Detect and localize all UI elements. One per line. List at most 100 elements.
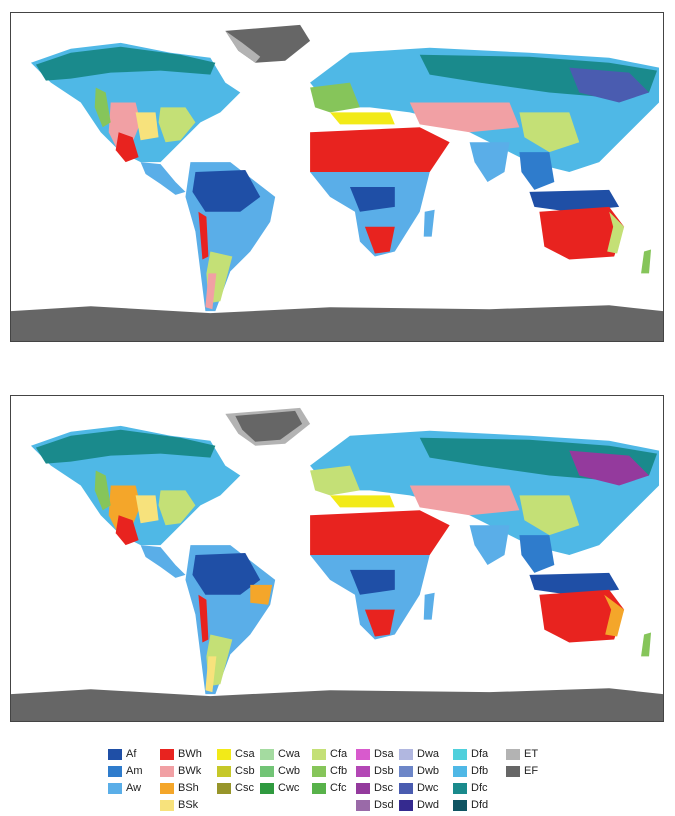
east-siberia xyxy=(569,67,650,103)
antarctica xyxy=(11,305,663,341)
koppen-map-top xyxy=(10,12,664,342)
legend-swatch xyxy=(506,749,520,760)
legend-swatch xyxy=(260,783,274,794)
legend-swatch xyxy=(312,766,326,777)
na-southwest xyxy=(115,132,139,163)
africa-land xyxy=(310,555,430,640)
legend-label: Af xyxy=(126,748,137,760)
legend-label: Csc xyxy=(235,782,254,794)
legend-swatch xyxy=(356,766,370,777)
legend-label: Dfd xyxy=(471,799,489,811)
legend-label: Dwa xyxy=(417,748,440,760)
central-asia-dry xyxy=(409,102,520,133)
legend-label: Cfc xyxy=(330,782,347,794)
na-east xyxy=(158,107,196,143)
sa-amazon xyxy=(192,170,261,212)
legend-swatch xyxy=(160,766,174,777)
legend-swatch xyxy=(453,783,467,794)
na-pacific xyxy=(94,470,111,511)
legend-label: Cwb xyxy=(278,765,301,777)
legend-label: Dfb xyxy=(471,765,489,777)
sa-east-dry xyxy=(250,584,273,605)
legend-label: Dsc xyxy=(374,782,393,794)
koppen-map-bottom xyxy=(10,395,664,722)
legend-label: Csb xyxy=(235,765,255,777)
legend-swatch xyxy=(399,766,413,777)
sa-patagonia xyxy=(205,656,217,693)
madagascar xyxy=(423,209,435,237)
greenland-ice xyxy=(235,410,303,442)
legend-swatch xyxy=(399,749,413,760)
sa-andes-dry xyxy=(198,211,209,260)
legend-swatch xyxy=(217,749,231,760)
legend-label: Dwd xyxy=(417,799,440,811)
sa-andes-dry xyxy=(198,594,209,643)
legend-label: BSh xyxy=(178,782,199,794)
east-asia xyxy=(519,112,580,153)
antarctica xyxy=(11,688,663,721)
africa-land xyxy=(310,172,430,257)
world-map-top-svg xyxy=(11,24,663,341)
legend-label: Csa xyxy=(235,748,255,760)
na-pacific xyxy=(94,87,111,128)
legend-swatch xyxy=(160,800,174,811)
africa-south-dry xyxy=(364,609,395,637)
legend-label: BWh xyxy=(178,748,202,760)
europe-west xyxy=(310,82,360,113)
na-plains xyxy=(135,112,159,141)
climate-legend: Af Am Aw BWh BWk BSh BSk Csa Csb Csc Cwa Cwb Cwc Cfa C… xyxy=(108,746,548,816)
legend-label: EF xyxy=(524,765,539,777)
sa-amazon xyxy=(192,553,261,595)
india xyxy=(469,525,510,565)
na-southwest xyxy=(115,515,139,546)
africa-rainforest xyxy=(349,186,395,212)
legend-label: Dsa xyxy=(374,748,394,760)
legend-swatch xyxy=(356,783,370,794)
africa-rainforest xyxy=(349,569,395,595)
legend-swatch xyxy=(399,800,413,811)
legend-swatch xyxy=(506,766,520,777)
world-map-bottom-svg xyxy=(11,407,663,721)
east-asia xyxy=(519,495,580,536)
legend-label: Dwb xyxy=(417,765,440,777)
legend-swatch xyxy=(108,783,122,794)
legend-swatch xyxy=(160,783,174,794)
australia-land xyxy=(539,206,625,260)
legend-label: Dfa xyxy=(471,748,489,760)
legend-swatch xyxy=(399,783,413,794)
legend-swatch xyxy=(356,800,370,811)
europe-west xyxy=(310,465,360,496)
legend-swatch xyxy=(217,766,231,777)
legend-label: Dsb xyxy=(374,765,394,777)
east-siberia xyxy=(569,450,650,486)
australia-land xyxy=(539,589,625,643)
madagascar xyxy=(423,592,435,620)
legend-swatch xyxy=(453,766,467,777)
legend-label: BSk xyxy=(178,799,199,811)
legend-swatch xyxy=(108,766,122,777)
australia-east xyxy=(607,211,625,254)
legend-label: ET xyxy=(524,748,539,760)
sa-patagonia xyxy=(205,273,217,310)
central-america-land xyxy=(140,545,186,578)
na-plains xyxy=(135,495,159,524)
legend-swatch xyxy=(260,749,274,760)
central-asia-dry xyxy=(409,485,520,516)
legend-swatch xyxy=(453,749,467,760)
legend-label: Cwa xyxy=(278,748,301,760)
legend-label: Cfb xyxy=(330,765,348,777)
legend-label: Am xyxy=(126,765,143,777)
central-america-land xyxy=(140,162,186,195)
indonesia xyxy=(529,189,620,212)
legend-swatch xyxy=(312,783,326,794)
legend-swatch xyxy=(453,800,467,811)
legend-label: Cfa xyxy=(330,748,348,760)
india xyxy=(469,142,510,182)
na-boreal xyxy=(35,429,216,464)
greenland-coast xyxy=(225,30,261,63)
na-boreal xyxy=(35,46,216,81)
mediterranean xyxy=(330,495,395,508)
mediterranean xyxy=(330,112,395,125)
legend-swatch xyxy=(312,749,326,760)
new-zealand xyxy=(641,632,652,657)
